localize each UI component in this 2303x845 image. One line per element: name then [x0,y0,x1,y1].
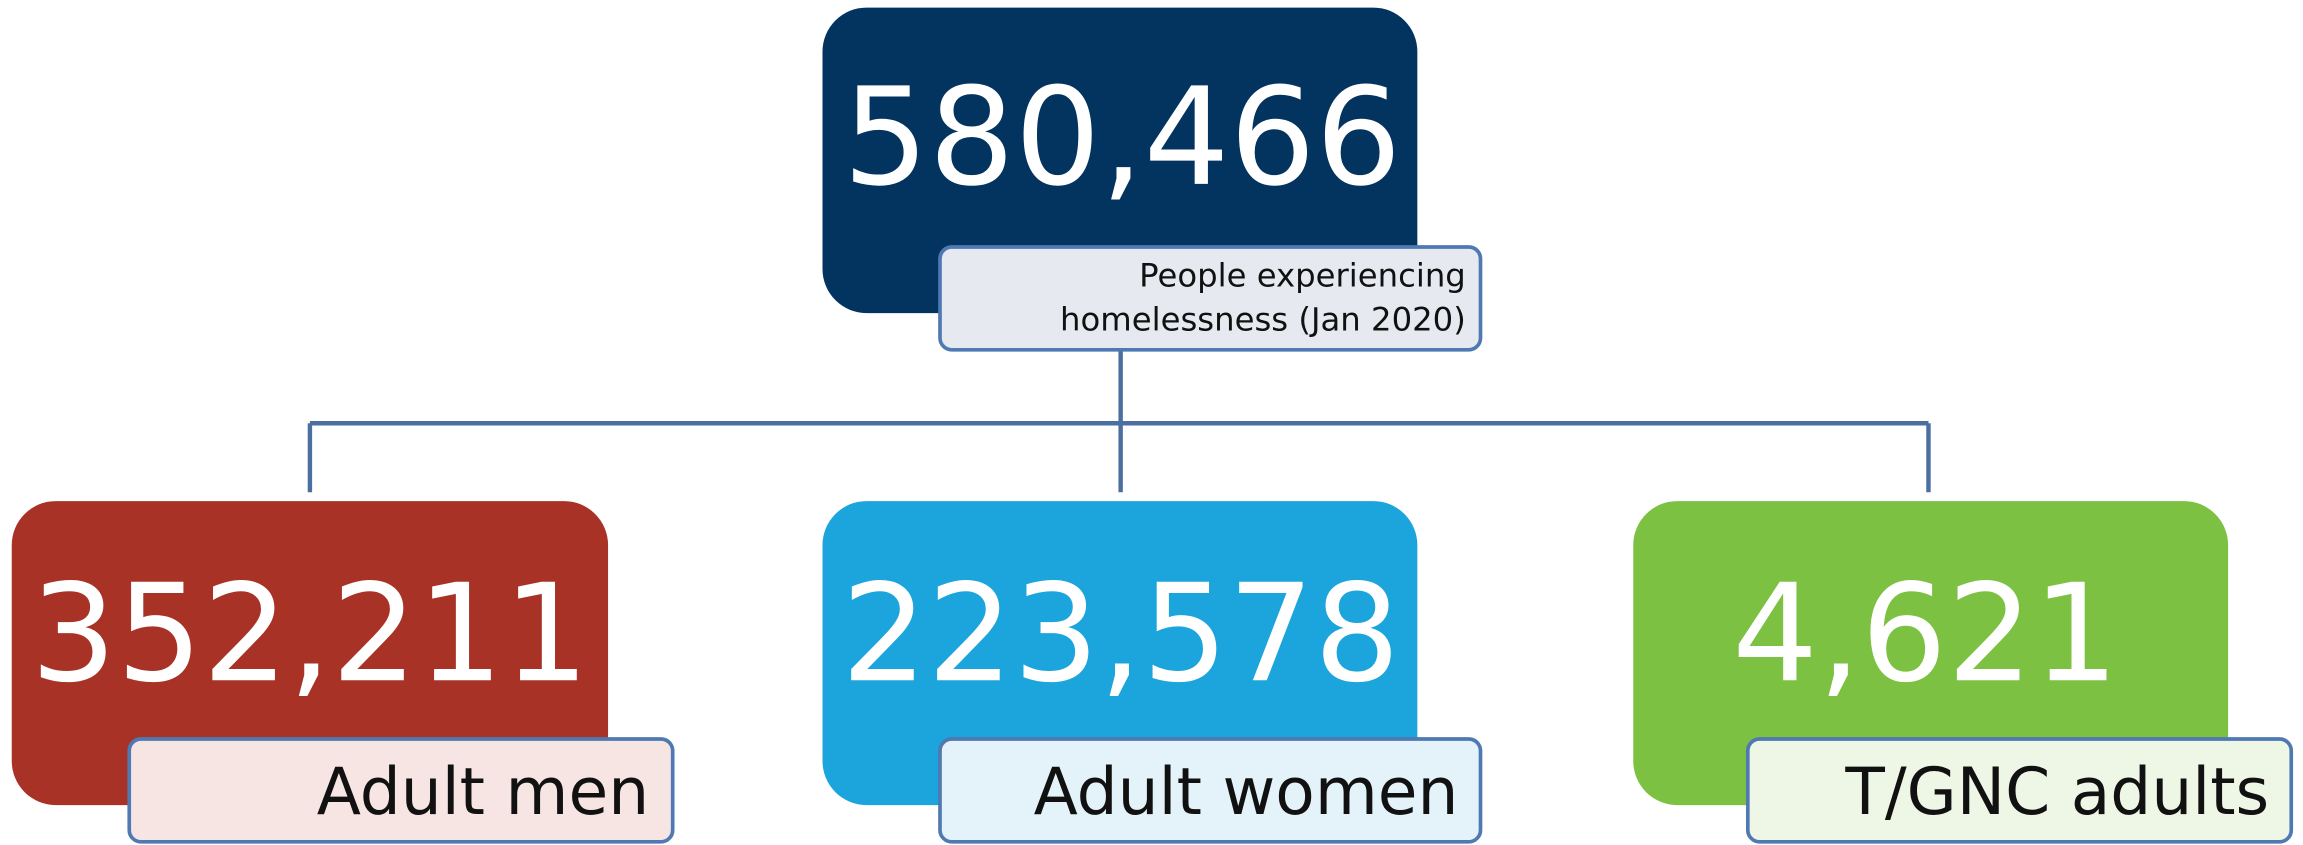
child-node: 223,578 Adult women [822,501,1483,844]
child-label-box [127,737,675,844]
child-box [1633,501,2229,806]
child-box [11,501,609,806]
child-label-box [1745,737,2294,844]
root-node: 580,466 People experiencing homelessness… [822,7,1483,352]
root-label-line: homelessness (Jan 2020) [1060,301,1466,339]
child-label: Adult men [317,755,649,830]
connectors [307,349,1931,493]
child-node: 4,621 T/GNC adults [1633,501,2294,844]
child-value: 4,621 [1732,555,2119,712]
connector-lines [307,349,1931,493]
root-box [822,7,1418,314]
child-label: Adult women [1034,755,1459,830]
root-label-box [938,245,1483,352]
child-node: 352,211 Adult men [11,501,675,844]
child-value: 352,211 [31,555,590,712]
root-value: 580,466 [843,59,1402,216]
child-box [822,501,1418,806]
child-label: T/GNC adults [1844,755,2269,830]
child-value: 223,578 [841,555,1400,712]
child-label-box [938,737,1483,844]
root-label-line: People experiencing [1139,257,1466,295]
